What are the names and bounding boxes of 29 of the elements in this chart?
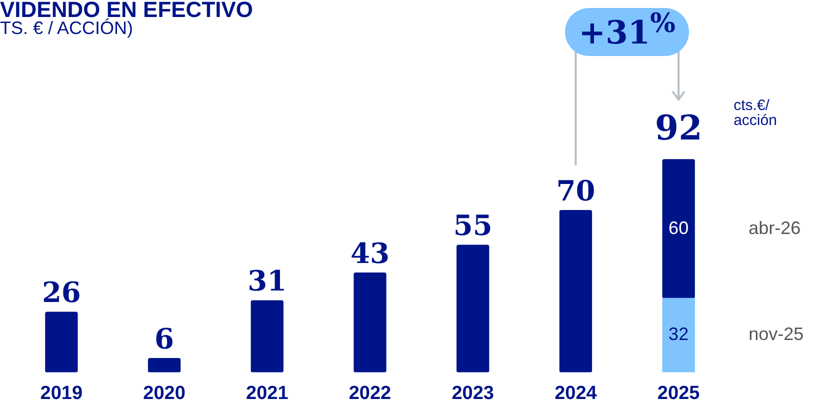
bar bbox=[662, 298, 695, 372]
bar bbox=[456, 244, 490, 372]
bar bbox=[148, 358, 181, 372]
data-label: 55 bbox=[453, 209, 492, 242]
x-tick-label: 2025 bbox=[657, 382, 700, 404]
text: +31$^{%}$ bbox=[565, 8, 690, 56]
text: abr-26 bbox=[748, 218, 801, 238]
bar bbox=[662, 159, 695, 299]
data-label: 60 bbox=[668, 218, 689, 238]
text: cts.€/ acción bbox=[734, 96, 778, 128]
x-tick-label: 2024 bbox=[554, 382, 598, 404]
bar bbox=[559, 210, 592, 372]
x-tick-label: 2022 bbox=[348, 382, 392, 404]
data-label: 31 bbox=[248, 264, 287, 298]
bar bbox=[354, 272, 386, 372]
data-label: 43 bbox=[350, 236, 390, 270]
chart-subtitle: TS. € / ACCIÓN) bbox=[0, 18, 134, 39]
total-label: 92 bbox=[654, 108, 702, 149]
text: nov-25 bbox=[748, 324, 804, 344]
bar bbox=[250, 300, 284, 372]
data-label: 70 bbox=[556, 174, 596, 208]
data-label: 26 bbox=[42, 276, 81, 310]
x-tick-label: 2021 bbox=[246, 382, 289, 404]
bar bbox=[45, 312, 78, 372]
x-tick-label: 2019 bbox=[40, 382, 83, 404]
x-tick-label: 2023 bbox=[452, 382, 494, 404]
x-tick-label: 2020 bbox=[143, 382, 186, 404]
data-label: 32 bbox=[668, 324, 689, 344]
data-label: 6 bbox=[154, 322, 174, 356]
